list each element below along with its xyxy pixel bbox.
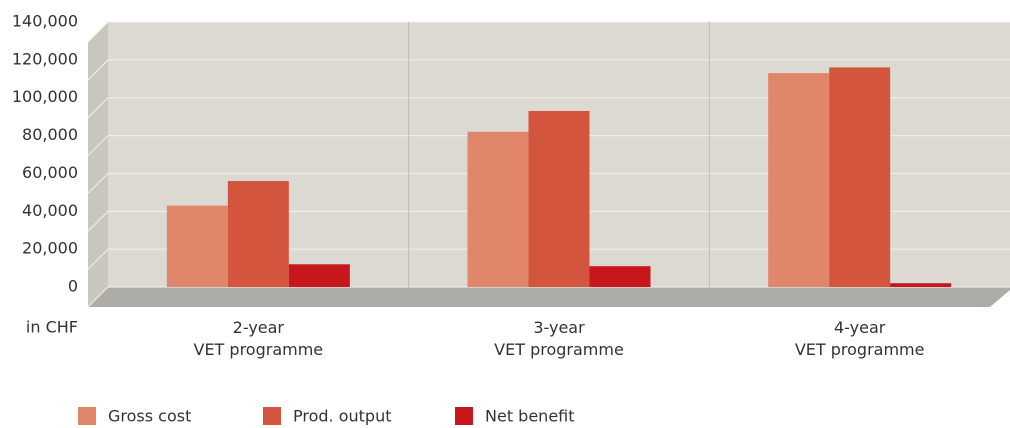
y-axis-label: in CHF [26,318,78,337]
legend-swatch [455,407,473,425]
side-wall [88,22,108,307]
y-tick-label: 80,000 [22,125,78,144]
bar [589,266,651,287]
y-tick-label: 0 [68,277,78,296]
y-tick-label: 100,000 [12,87,78,106]
legend-label: Net benefit [485,407,575,426]
y-tick-label: 140,000 [12,12,78,31]
legend-swatch [263,407,281,425]
x-tick-label: 2-year VET programme [193,318,324,359]
grid-line-side [87,97,109,119]
bar [890,283,952,287]
grid-line-side [87,59,109,81]
y-tick-label: 20,000 [22,239,78,258]
grid-line-side [87,173,109,194]
grid-line-side [87,286,109,308]
bar [528,110,590,287]
x-tick-label: 4-year VET programme [794,318,925,359]
grid-line-side [87,248,109,270]
y-tick-label: 60,000 [22,163,78,182]
bar [768,73,830,287]
bar [227,181,289,287]
bar [829,67,891,287]
legend-label: Gross cost [108,407,191,426]
grid-line-side [87,210,109,232]
bar [166,205,228,287]
legend-swatch [78,407,96,425]
grid-line-side [87,21,109,43]
y-tick-label: 40,000 [22,201,78,220]
bar [288,264,350,287]
grid-line-side [87,135,109,156]
legend-label: Prod. output [293,407,391,426]
bar [467,131,529,287]
floor [88,287,1010,307]
y-tick-label: 120,000 [12,49,78,68]
x-tick-label: 3-year VET programme [494,318,624,359]
